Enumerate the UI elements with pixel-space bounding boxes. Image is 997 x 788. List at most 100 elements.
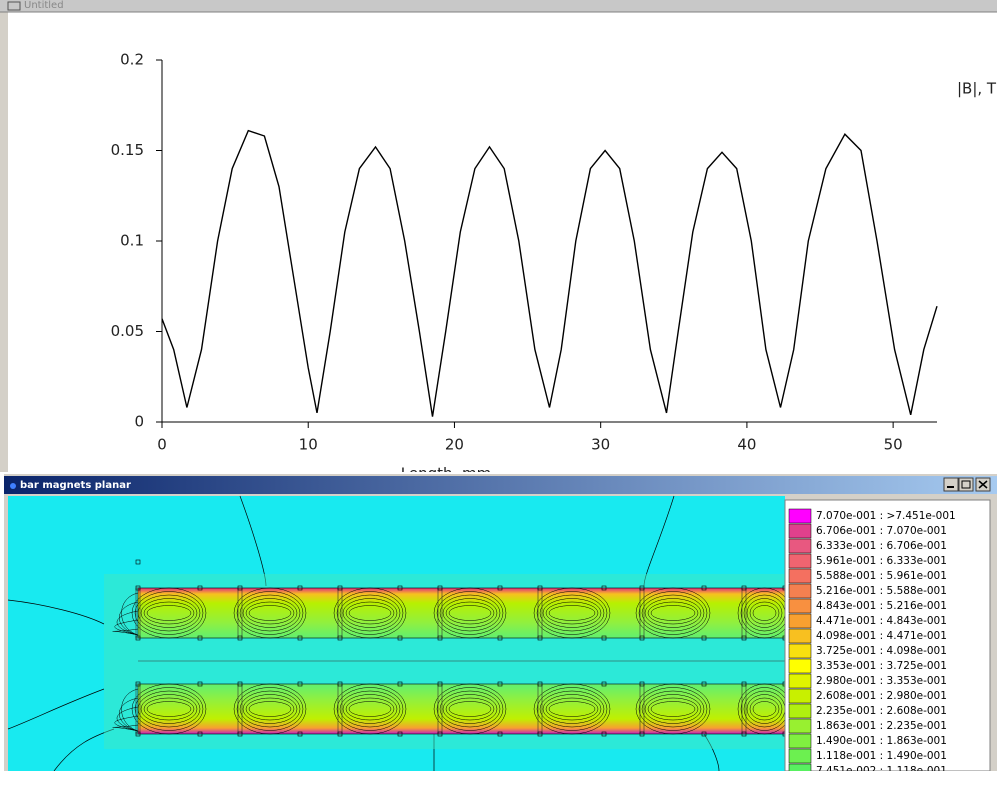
contour-line — [638, 687, 708, 731]
maximize-button[interactable] — [958, 477, 974, 492]
contour-line — [647, 697, 699, 721]
contour-line — [143, 601, 195, 625]
contour-line — [137, 690, 201, 728]
legend-label: 2.980e-001 : 3.353e-001 — [816, 675, 947, 687]
node — [701, 585, 707, 591]
contour-line — [245, 601, 295, 625]
y-axis-label: |B|, T — [957, 80, 997, 98]
window-icon — [7, 1, 21, 11]
node — [297, 681, 303, 687]
maximize-icon — [961, 480, 971, 489]
plot-window: Untitled 0 0.05 0.1 0.15 0.2 0 10 20 30 40 50 Lengt… — [0, 0, 997, 472]
node — [437, 585, 443, 591]
node — [197, 635, 203, 641]
contour-line — [644, 694, 702, 724]
contour-line — [641, 594, 705, 632]
pole-piece — [639, 683, 645, 735]
contour-line — [545, 697, 599, 721]
node — [639, 681, 645, 687]
field-window-svg: bar magnets planar 7.070e-001 : >7.451e-… — [4, 476, 997, 779]
contour-line — [131, 683, 207, 735]
contour-line — [433, 587, 507, 639]
x-tick-label: 40 — [737, 436, 756, 454]
contour-line — [749, 697, 780, 721]
contour-line — [752, 605, 777, 621]
x-axis-label: Length, mm — [401, 465, 492, 473]
pole-piece — [135, 587, 141, 639]
contour-line — [445, 697, 495, 721]
flux-line — [7, 688, 105, 730]
node — [337, 585, 343, 591]
pole-piece — [741, 587, 747, 639]
pole-piece — [437, 683, 443, 735]
legend-label: 2.235e-001 : 2.608e-001 — [816, 705, 947, 717]
contour-line — [752, 701, 777, 717]
legend-swatch — [788, 628, 812, 644]
close-icon — [978, 480, 988, 489]
node — [537, 681, 543, 687]
node — [337, 635, 343, 641]
contour-line — [112, 628, 139, 636]
node — [601, 635, 607, 641]
legend-label: 5.216e-001 : 5.588e-001 — [816, 585, 947, 597]
contour-line — [536, 591, 608, 635]
legend-swatch — [788, 538, 812, 554]
node — [135, 731, 141, 737]
contour-line — [635, 587, 711, 639]
contour-line — [548, 701, 596, 717]
contour-line — [448, 605, 492, 621]
contour-line — [436, 591, 504, 635]
legend-swatch — [788, 733, 812, 749]
node — [437, 681, 443, 687]
contour-line — [345, 601, 395, 625]
legend-swatch — [788, 748, 812, 764]
data-line — [161, 129, 938, 417]
node — [135, 585, 141, 591]
y-tick-label: 0.2 — [120, 51, 144, 69]
legend-label: 5.961e-001 : 6.333e-001 — [816, 555, 947, 567]
node — [297, 731, 303, 737]
contour-line — [236, 687, 304, 731]
node — [601, 731, 607, 737]
pole-piece — [237, 587, 243, 639]
field-geometry — [7, 495, 792, 772]
contour-line — [433, 683, 507, 735]
contour-line — [146, 605, 192, 621]
legend-label: 3.353e-001 : 3.725e-001 — [816, 660, 947, 672]
node — [537, 731, 543, 737]
window-title: bar magnets planar — [20, 480, 131, 491]
node — [397, 681, 403, 687]
legend-label: 3.725e-001 : 4.098e-001 — [816, 645, 947, 657]
contour-line — [336, 687, 404, 731]
legend-label: 2.608e-001 : 2.980e-001 — [816, 690, 947, 702]
node — [741, 635, 747, 641]
y-tick-label: 0.15 — [111, 141, 144, 159]
contour-line — [121, 688, 139, 732]
window-buttons — [943, 477, 991, 492]
pole-piece — [741, 683, 747, 735]
legend-swatch — [788, 613, 812, 629]
node — [741, 731, 747, 737]
legend-swatch — [788, 718, 812, 734]
node — [437, 635, 443, 641]
contour-line — [140, 598, 198, 628]
contour-line — [140, 694, 198, 724]
node — [397, 731, 403, 737]
legend-label: 1.863e-001 : 2.235e-001 — [816, 720, 947, 732]
contour-line — [245, 697, 295, 721]
contour-line — [635, 683, 711, 735]
contour-line — [333, 683, 407, 735]
node — [601, 585, 607, 591]
x-tick-label: 50 — [884, 436, 903, 454]
minimize-button[interactable] — [943, 477, 959, 492]
legend-label: 5.588e-001 : 5.961e-001 — [816, 570, 947, 582]
node — [639, 635, 645, 641]
node — [297, 635, 303, 641]
node — [337, 731, 343, 737]
node — [135, 681, 141, 687]
contour-line — [336, 591, 404, 635]
pole-piece — [237, 683, 243, 735]
y-tick-label: 0.05 — [111, 322, 144, 340]
pole-piece — [537, 683, 543, 735]
node — [701, 731, 707, 737]
